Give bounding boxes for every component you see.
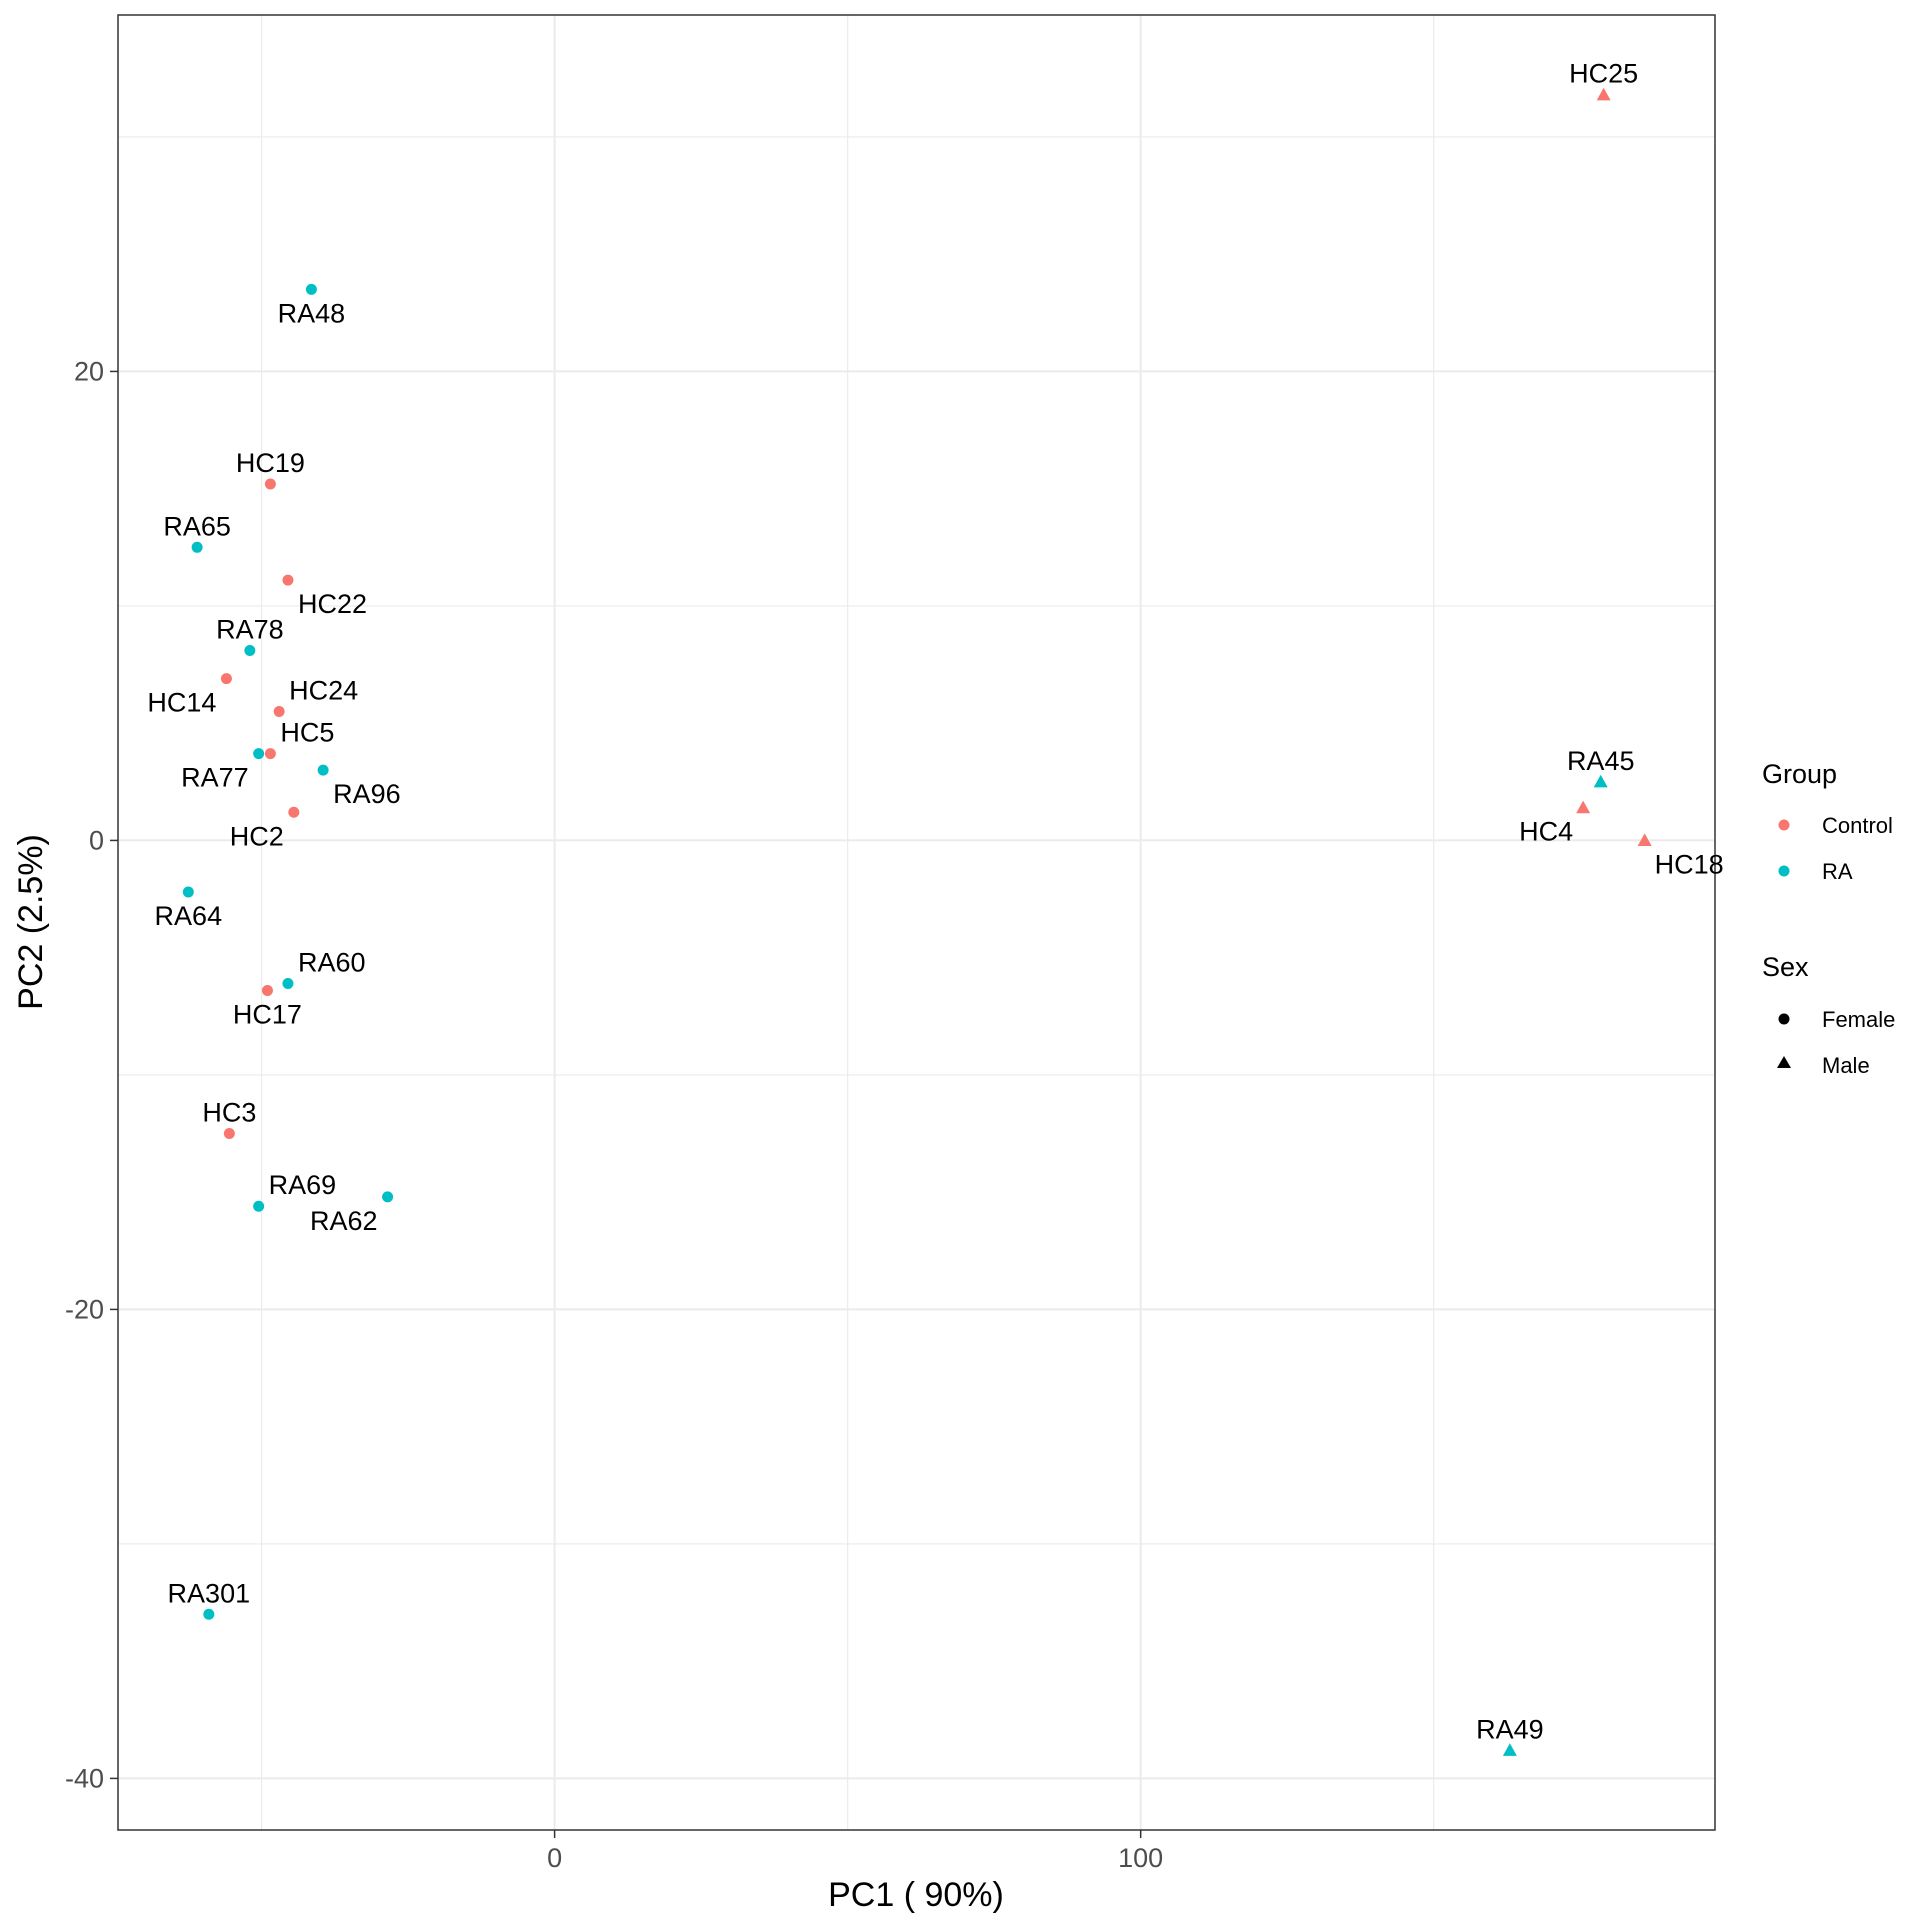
- data-point-circle: [305, 283, 317, 295]
- data-point-circle: [253, 1200, 265, 1212]
- data-point-triangle: [1637, 833, 1652, 847]
- legend-sex-title: Sex: [1762, 952, 1809, 982]
- data-point-triangle: [1593, 774, 1608, 788]
- y-axis-tick-label: -20: [65, 1294, 104, 1324]
- data-point-circle: [317, 764, 329, 776]
- point-label: RA301: [168, 1578, 251, 1608]
- legend-male-swatch: [1777, 1056, 1791, 1068]
- data-point-circle: [382, 1191, 394, 1203]
- data-point-circle: [220, 673, 232, 685]
- data-point-circle: [282, 977, 294, 989]
- legend-ra-swatch: [1778, 865, 1790, 877]
- point-label: HC4: [1519, 817, 1573, 847]
- point-label: HC24: [289, 675, 358, 705]
- data-points: [182, 87, 1652, 1756]
- legend-male-label: Male: [1822, 1053, 1870, 1078]
- data-point-circle: [253, 748, 265, 760]
- legend-female-swatch: [1778, 1013, 1790, 1025]
- axis-ticks: 0 100 -40 -20 0 20: [65, 356, 1163, 1873]
- legend-female-label: Female: [1822, 1007, 1895, 1032]
- data-point-labels: HC25 RA48 HC19 RA65 HC22 RA78 HC14 HC24 RA77 HC5 R…: [147, 59, 1723, 1745]
- point-label: RA78: [216, 614, 284, 644]
- x-axis-tick-label: 0: [547, 1843, 562, 1873]
- data-point-circle: [264, 478, 276, 490]
- grid-lines: [118, 15, 1715, 1830]
- data-point-triangle: [1502, 1743, 1517, 1756]
- data-point-circle: [203, 1608, 215, 1620]
- point-label: HC19: [236, 448, 305, 478]
- y-axis-tick-label: 0: [89, 825, 104, 855]
- point-label: RA96: [333, 779, 401, 809]
- data-point-circle: [244, 644, 256, 656]
- legend: Group Control RA Sex Female Male: [1762, 759, 1895, 1078]
- point-label: RA60: [298, 947, 366, 977]
- point-label: RA45: [1567, 746, 1635, 776]
- legend-control-swatch: [1778, 819, 1790, 831]
- data-point-circle: [264, 748, 276, 760]
- point-label: RA62: [310, 1206, 378, 1236]
- point-label: RA65: [163, 511, 231, 541]
- legend-ra-label: RA: [1822, 859, 1853, 884]
- data-point-circle: [191, 541, 203, 553]
- point-label: HC17: [233, 1000, 302, 1030]
- x-axis-tick-label: 100: [1118, 1843, 1163, 1873]
- data-point-circle: [288, 806, 300, 818]
- point-label: HC18: [1655, 849, 1724, 879]
- legend-control-label: Control: [1822, 813, 1893, 838]
- point-label: HC5: [280, 718, 334, 748]
- data-point-triangle: [1596, 87, 1611, 101]
- plot-panel-border: [117, 14, 1716, 1831]
- data-point-circle: [282, 574, 294, 586]
- point-label: HC25: [1569, 59, 1638, 89]
- legend-group-title: Group: [1762, 759, 1837, 789]
- y-axis-tick-label: 20: [74, 356, 104, 386]
- point-label: HC3: [202, 1098, 256, 1128]
- data-point-circle: [261, 985, 273, 997]
- data-point-circle: [273, 705, 285, 717]
- point-label: HC14: [147, 688, 216, 718]
- point-label: RA77: [181, 763, 249, 793]
- point-label: RA64: [155, 901, 223, 931]
- data-point-circle: [223, 1128, 235, 1140]
- point-label: HC22: [298, 589, 367, 619]
- y-axis-tick-label: -40: [65, 1763, 104, 1793]
- point-label: RA69: [269, 1170, 337, 1200]
- data-point-circle: [182, 886, 194, 898]
- y-axis-title: PC2 (2.5%): [12, 834, 50, 1010]
- point-label: HC2: [230, 821, 284, 851]
- point-label: RA49: [1476, 1714, 1544, 1744]
- x-axis-title: PC1 ( 90%): [828, 1876, 1004, 1914]
- data-point-triangle: [1576, 800, 1591, 814]
- point-label: RA48: [278, 298, 346, 328]
